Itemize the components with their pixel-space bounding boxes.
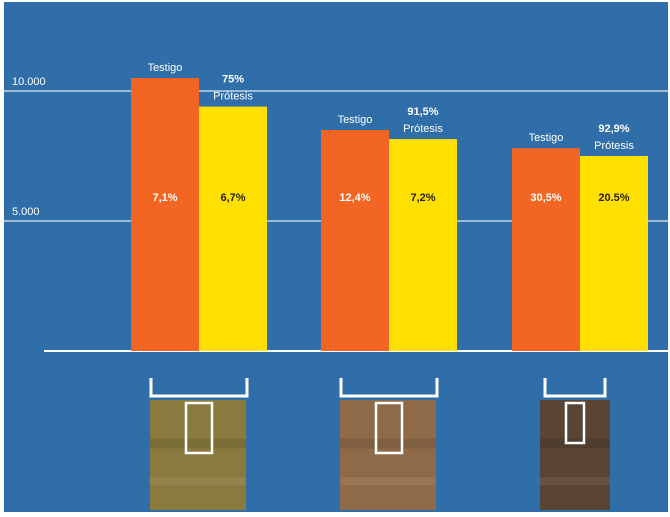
wood-sample-photo-1-body	[150, 400, 246, 510]
testigo-inner-pct-2: 12,4%	[339, 192, 370, 204]
wood-sample-photo-2-band-1	[340, 438, 436, 449]
wood-sample-photo-1-slot	[184, 401, 214, 455]
wood-sample-photo-2-band-2	[340, 477, 436, 485]
wood-sample-photo-2-slot	[374, 401, 404, 455]
wood-sample-photo-1-bracket	[149, 378, 249, 398]
top-percentage-3: 92,9%	[598, 123, 629, 135]
testigo-inner-pct-3: 30,5%	[530, 192, 561, 204]
wood-sample-photo-1-band-2	[150, 477, 246, 485]
top-percentage-1: 75%	[222, 74, 244, 86]
top-percentage-2: 91,5%	[407, 106, 438, 118]
testigo-inner-pct-1: 7,1%	[152, 192, 177, 204]
protesis-inner-pct-3: 20.5%	[598, 192, 629, 204]
wood-sample-photo-1	[149, 378, 249, 510]
bar-testigo-3	[512, 148, 580, 351]
bar-protesis-1	[199, 106, 267, 351]
protesis-inner-pct-2: 7,2%	[410, 192, 435, 204]
label-protesis-3: Prótesis	[594, 140, 634, 152]
bar-testigo-2	[321, 130, 389, 351]
wood-sample-photo-3-body	[540, 400, 610, 510]
wood-sample-photo-3-band-2	[540, 477, 610, 485]
label-protesis-2: Prótesis	[403, 123, 443, 135]
label-testigo-1: Testigo	[148, 62, 183, 74]
wood-sample-photo-2	[339, 378, 439, 510]
label-protesis-1: Prótesis	[213, 91, 253, 103]
bar-protesis-2	[389, 139, 457, 351]
y-tick-label-2: 5.000	[12, 206, 40, 218]
label-testigo-2: Testigo	[338, 114, 373, 126]
wood-sample-photo-3	[540, 378, 610, 510]
wood-sample-photo-3-bracket	[543, 378, 607, 398]
wood-sample-photo-2-bracket	[339, 378, 439, 398]
y-tick-label-1: 10.000	[12, 76, 46, 88]
wood-sample-photo-1-band-1	[150, 438, 246, 449]
wood-sample-photo-3-slot	[564, 401, 586, 445]
wood-sample-photo-2-body	[340, 400, 436, 510]
bar-testigo-1	[131, 78, 199, 351]
bar-protesis-3	[580, 156, 648, 351]
protesis-inner-pct-1: 6,7%	[220, 192, 245, 204]
label-testigo-3: Testigo	[529, 132, 564, 144]
